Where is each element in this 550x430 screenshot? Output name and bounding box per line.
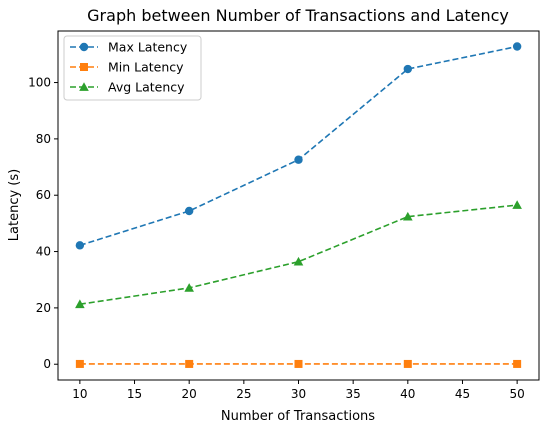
data-point (294, 359, 303, 368)
legend-entry: Avg Latency (70, 80, 185, 95)
legend-marker (80, 63, 88, 71)
data-point (185, 359, 194, 368)
data-point (512, 200, 522, 209)
y-tick-label: 40 (36, 245, 51, 259)
x-tick-label: 30 (291, 387, 306, 401)
data-point (513, 359, 522, 368)
x-tick-label: 15 (127, 387, 142, 401)
y-tick-label: 80 (36, 132, 51, 146)
legend-entry: Max Latency (70, 40, 188, 55)
x-tick-label: 45 (455, 387, 470, 401)
series-max-latency (75, 42, 522, 250)
y-axis: 0 20 40 60 80 100 (28, 76, 58, 371)
y-tick-label: 60 (36, 188, 51, 202)
x-tick-label: 50 (509, 387, 524, 401)
series-layer (75, 42, 522, 368)
x-tick-label: 35 (346, 387, 361, 401)
legend-label: Min Latency (108, 60, 184, 75)
data-point (512, 42, 522, 51)
data-point (184, 206, 194, 216)
data-point (75, 241, 85, 250)
legend-marker (79, 42, 89, 52)
data-point (294, 155, 303, 164)
x-tick-label: 20 (182, 387, 197, 401)
data-point (403, 359, 412, 368)
y-tick-label: 20 (36, 301, 51, 315)
y-tick-label: 0 (43, 357, 51, 371)
data-point (403, 211, 413, 221)
data-point (75, 299, 85, 309)
x-axis: 10 15 20 25 30 35 40 45 50 (72, 380, 525, 401)
data-point (293, 256, 304, 266)
data-point (184, 283, 194, 292)
series-avg-latency (75, 200, 522, 309)
legend: Max Latency Min Latency Avg Latency (63, 35, 202, 101)
legend-entry: Min Latency (70, 60, 184, 75)
legend-label: Max Latency (108, 40, 188, 55)
legend-label: Avg Latency (108, 80, 185, 95)
x-tick-label: 10 (72, 387, 87, 401)
x-axis-label: Number of Transactions (221, 409, 375, 424)
series-min-latency (75, 359, 522, 368)
data-point (75, 359, 84, 368)
x-tick-label: 25 (236, 387, 251, 401)
x-tick-label: 40 (400, 387, 415, 401)
data-point (403, 64, 413, 74)
legend-box (63, 35, 202, 101)
y-tick-label: 100 (28, 76, 51, 90)
y-axis-label: Latency (s) (7, 169, 22, 241)
chart-title: Graph between Number of Transactions and… (87, 6, 509, 25)
series-line (79, 204, 518, 306)
legend-marker (79, 82, 89, 91)
